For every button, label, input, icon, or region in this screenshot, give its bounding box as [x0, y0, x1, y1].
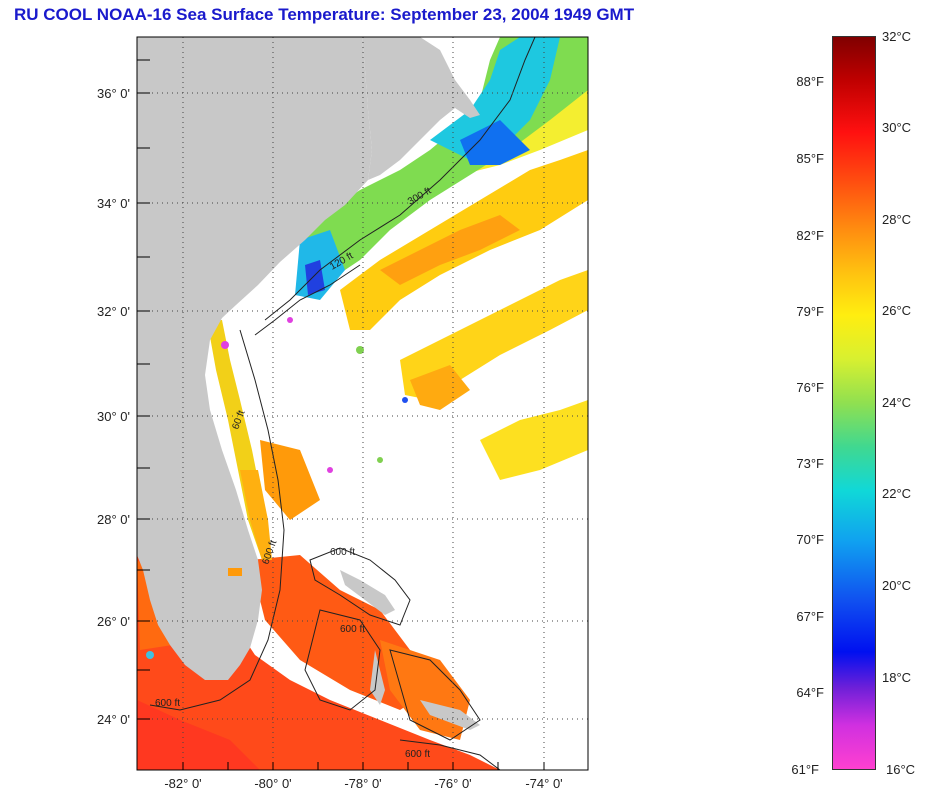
fahrenheit-label: 85°F [796, 151, 824, 166]
lat-label: 36° 0' [97, 86, 130, 101]
outer-banks [362, 37, 480, 180]
lat-label: 26° 0' [97, 614, 130, 629]
contour-label: 600 ft [155, 698, 180, 709]
lat-label: 32° 0' [97, 304, 130, 319]
celsius-label: 18°C [882, 670, 912, 685]
sst-scattered-cloud-edges [146, 317, 408, 659]
fahrenheit-label: 61°F [791, 762, 819, 777]
celsius-label: 22°C [882, 486, 912, 501]
lon-label: -82° 0' [164, 776, 201, 791]
temperature-colorbar [832, 36, 876, 770]
celsius-label: 24°C [882, 395, 912, 410]
celsius-label: 20°C [882, 578, 912, 593]
contour-label: 600 ft [405, 749, 430, 760]
fahrenheit-label: 88°F [796, 74, 824, 89]
fahrenheit-label: 70°F [796, 532, 824, 547]
celsius-label: 28°C [882, 212, 912, 227]
lon-label: -80° 0' [254, 776, 291, 791]
contour-label: 600 ft [340, 624, 365, 635]
fahrenheit-label: 64°F [796, 685, 824, 700]
island-marker [228, 568, 242, 576]
celsius-label: 16°C [886, 762, 916, 777]
land-mass [137, 37, 372, 680]
axis-ticks [137, 59, 545, 770]
longitude-labels: -82° 0' -80° 0' -78° 0' -76° 0' -74° 0' [164, 776, 562, 791]
lat-label: 28° 0' [97, 512, 130, 527]
fahrenheit-label: 76°F [796, 380, 824, 395]
sst-florida-coastal-band [207, 320, 272, 560]
contour-label: 600 ft [330, 547, 355, 558]
bathymetry-contours [149, 37, 536, 770]
lon-label: -74° 0' [525, 776, 562, 791]
celsius-label: 32°C [882, 29, 912, 44]
celsius-label: 26°C [882, 303, 912, 318]
celsius-label: 30°C [882, 120, 912, 135]
latitude-labels: 36° 0' 34° 0' 32° 0' 30° 0' 28° 0' 26° 0… [97, 86, 130, 727]
lat-label: 34° 0' [97, 196, 130, 211]
fahrenheit-label: 82°F [796, 228, 824, 243]
lon-label: -76° 0' [434, 776, 471, 791]
chart-title: RU COOL NOAA-16 Sea Surface Temperature:… [14, 5, 635, 24]
fahrenheit-label: 79°F [796, 304, 824, 319]
lat-label: 30° 0' [97, 409, 130, 424]
lat-label: 24° 0' [97, 712, 130, 727]
fahrenheit-label: 73°F [796, 456, 824, 471]
map-gridlines [137, 37, 588, 770]
fahrenheit-label: 67°F [796, 609, 824, 624]
sst-gulf-stream-band [340, 90, 588, 480]
lon-label: -78° 0' [344, 776, 381, 791]
